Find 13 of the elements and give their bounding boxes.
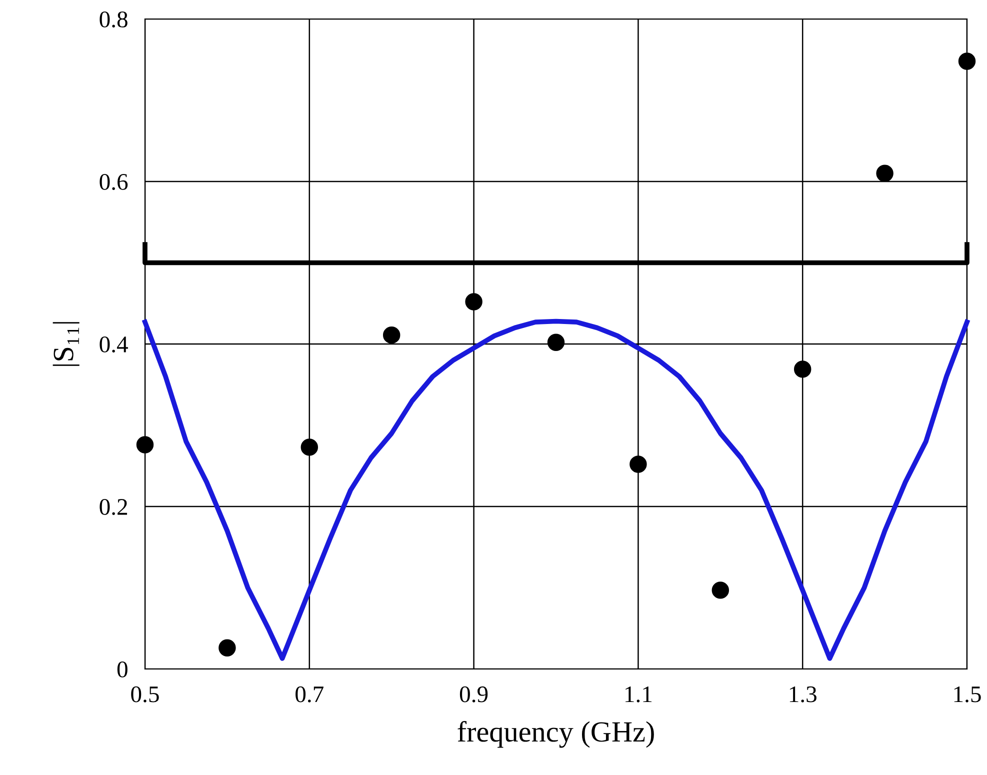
x-tick-label: 0.7 (296, 686, 324, 702)
x-tick-label: 1.5 (954, 686, 981, 702)
y-tick-label: 0.4 (100, 336, 128, 353)
y-tick-label: 0.6 (100, 174, 128, 190)
y-tick-label: 0.2 (100, 498, 128, 516)
x-tick-label: 0.9 (460, 686, 488, 702)
y-tick-label: 0 (117, 661, 128, 678)
x-tick-label: 1.1 (626, 686, 652, 702)
x-tick-label: 1.3 (790, 686, 816, 702)
x-axis-title: frequency (GHz) (458, 720, 654, 748)
y-axis-title: |S₁₁| (52, 322, 80, 366)
y-tick-label: 0.8 (100, 11, 128, 28)
x-tick-label: 0.5 (131, 686, 159, 702)
